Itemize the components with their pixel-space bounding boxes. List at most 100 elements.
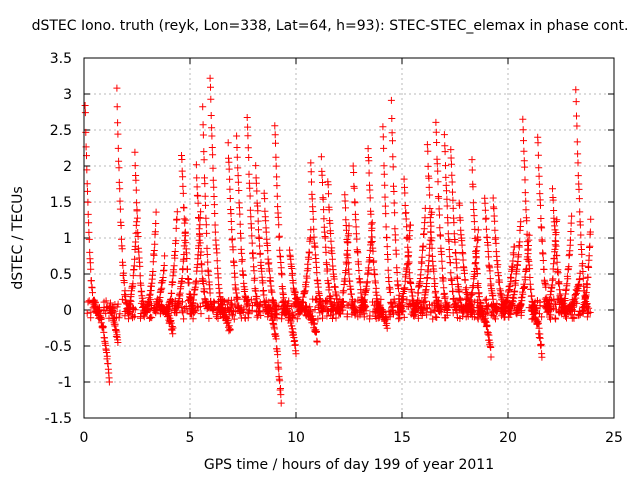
data-point <box>522 197 530 205</box>
data-point <box>380 162 388 170</box>
data-point <box>231 273 239 281</box>
data-point <box>549 196 557 204</box>
data-point <box>290 301 298 309</box>
data-point <box>363 285 371 293</box>
data-point <box>214 315 222 322</box>
data-point <box>517 218 525 226</box>
data-point <box>369 247 377 255</box>
data-point <box>423 311 431 319</box>
data-point <box>454 275 461 282</box>
data-point <box>554 269 562 277</box>
data-point <box>574 172 582 180</box>
data-point <box>292 350 300 358</box>
data-point <box>368 227 376 235</box>
data-point <box>118 245 126 253</box>
data-point <box>414 298 421 306</box>
data-point <box>404 252 412 260</box>
x-axis-title: GPS time / hours of day 199 of year 2011 <box>204 457 494 473</box>
data-point <box>179 298 186 306</box>
data-point <box>211 221 219 229</box>
data-point <box>578 250 586 258</box>
data-point <box>380 170 388 178</box>
data-point <box>259 279 267 287</box>
data-point <box>573 138 581 146</box>
data-point <box>273 182 281 190</box>
data-point <box>418 297 426 305</box>
y-axis-ticks: -1.5 -1 -0.5 0 0.5 1 1.5 2 2.5 3 3.5 <box>45 51 614 427</box>
data-point <box>420 225 428 233</box>
data-point <box>149 258 157 266</box>
data-point <box>289 325 296 333</box>
data-point <box>325 190 332 198</box>
data-point <box>432 313 440 321</box>
data-point <box>515 251 523 259</box>
data-point <box>567 236 574 244</box>
data-point <box>469 199 477 207</box>
data-point <box>146 296 154 304</box>
data-point <box>487 344 495 351</box>
data-point <box>173 208 181 216</box>
data-point <box>434 178 442 186</box>
y-tick-label: 0.5 <box>50 267 72 283</box>
data-point <box>203 251 211 258</box>
data-point <box>586 228 594 236</box>
data-point <box>431 280 439 287</box>
data-point <box>366 194 374 202</box>
data-point <box>204 258 212 266</box>
data-point <box>348 310 356 318</box>
data-point <box>160 262 168 269</box>
data-point <box>293 315 301 323</box>
data-point <box>441 305 449 313</box>
data-point <box>379 133 387 141</box>
data-point <box>351 199 359 207</box>
data-point <box>403 302 411 310</box>
data-point <box>540 266 548 273</box>
data-point <box>268 288 276 296</box>
data-point <box>87 265 95 273</box>
data-point <box>228 300 236 308</box>
data-point <box>436 211 443 219</box>
data-point <box>179 309 187 317</box>
data-point <box>115 164 123 172</box>
data-point <box>431 307 439 315</box>
data-point <box>229 246 237 254</box>
data-point <box>133 206 141 214</box>
data-point <box>238 249 246 257</box>
data-point <box>275 303 283 311</box>
data-point <box>383 243 391 251</box>
data-point <box>285 297 293 305</box>
data-point <box>193 174 201 182</box>
data-point <box>579 274 587 282</box>
data-point <box>131 255 139 263</box>
data-point <box>157 286 165 293</box>
data-point <box>577 231 585 239</box>
data-point <box>534 297 541 305</box>
data-point <box>114 300 122 308</box>
data-point <box>428 244 436 252</box>
data-point <box>194 192 202 200</box>
data-point <box>317 153 325 161</box>
data-point <box>380 144 388 152</box>
data-point <box>520 147 528 155</box>
data-point <box>326 219 334 227</box>
data-point <box>341 191 349 199</box>
y-tick-label: 1 <box>63 231 72 247</box>
data-point <box>521 163 529 171</box>
data-point <box>410 302 418 310</box>
data-point <box>395 315 403 323</box>
data-point <box>530 314 538 322</box>
data-point <box>411 307 419 314</box>
y-tick-label: -1 <box>58 375 72 391</box>
data-point <box>236 204 243 212</box>
data-point <box>203 305 211 313</box>
data-point <box>583 300 591 308</box>
data-point <box>443 311 451 319</box>
data-point <box>472 254 480 262</box>
data-point <box>473 270 481 277</box>
data-point <box>392 236 400 244</box>
data-point <box>389 153 397 161</box>
data-point <box>419 242 427 250</box>
data-point <box>451 238 459 246</box>
data-point <box>565 302 573 310</box>
